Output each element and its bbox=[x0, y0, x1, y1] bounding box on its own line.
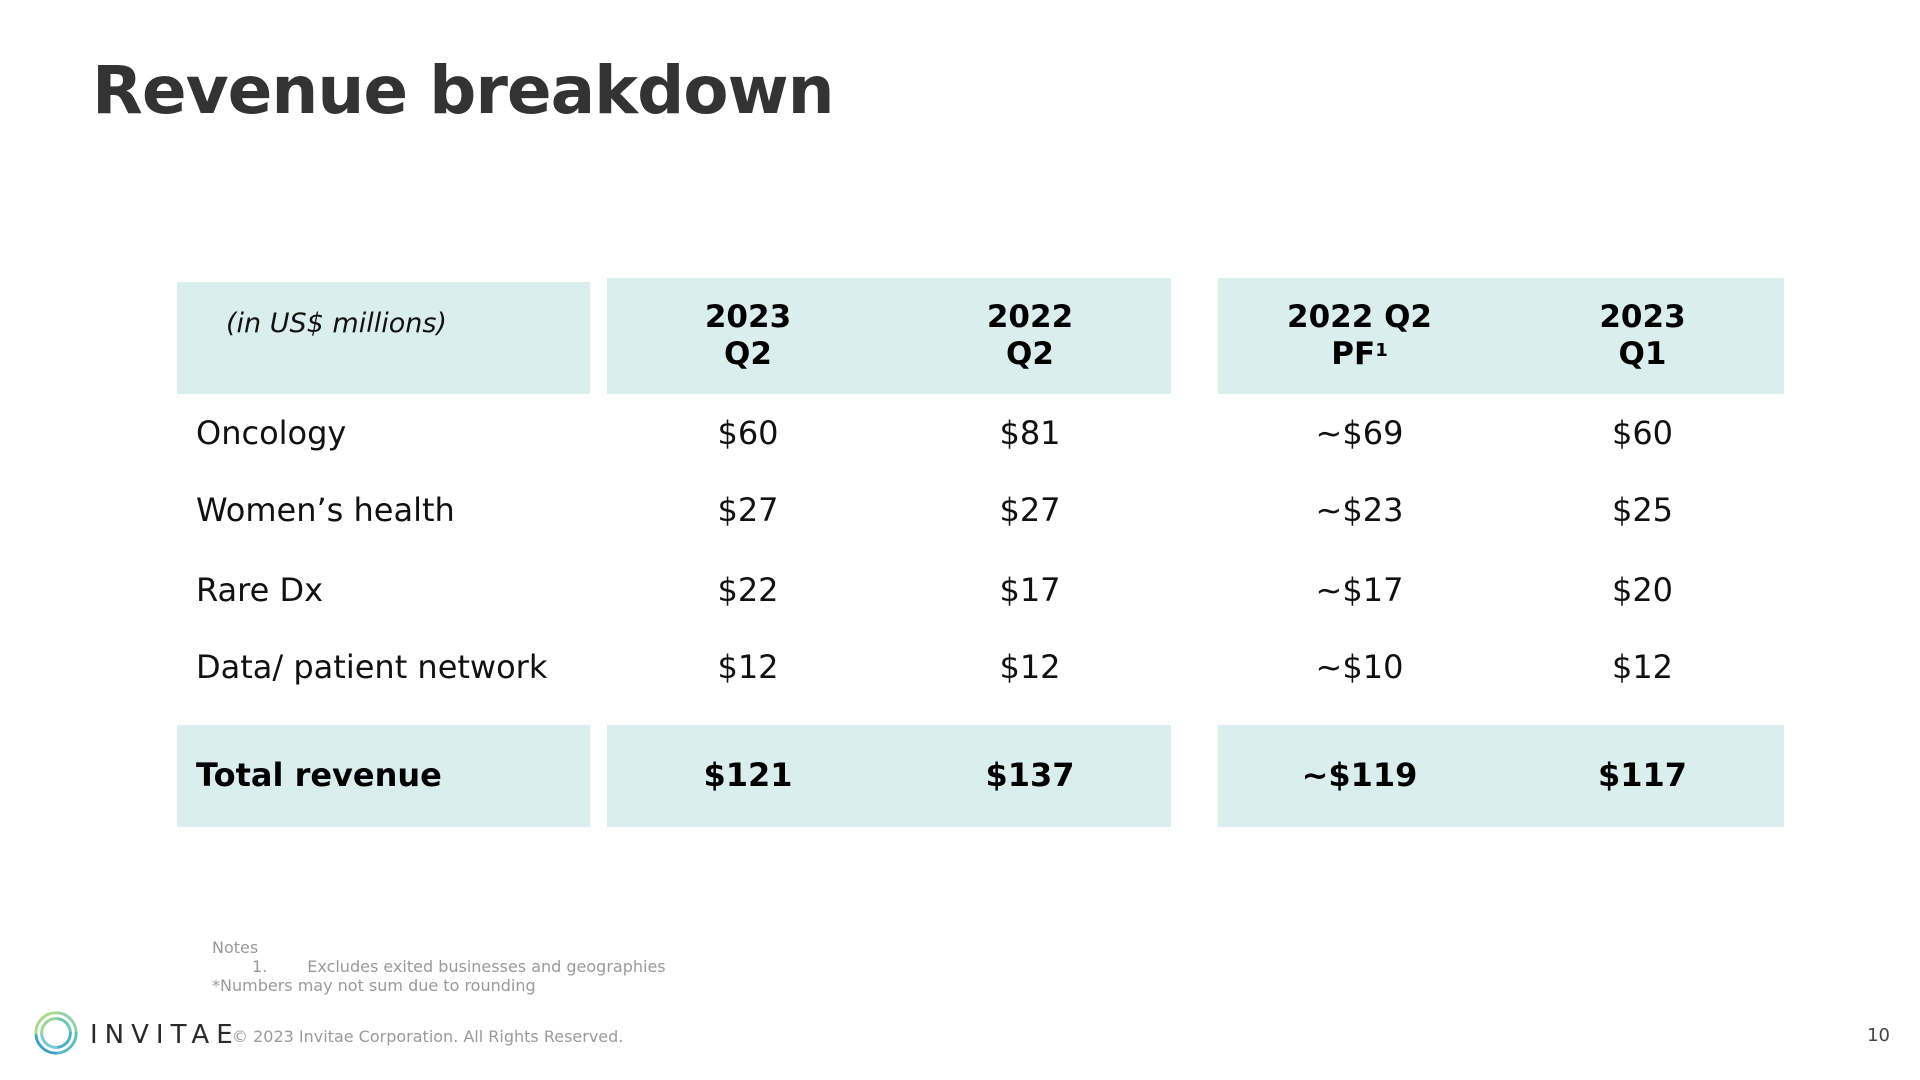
table-cell: $27 bbox=[717, 491, 779, 529]
header-band-current bbox=[607, 278, 1171, 394]
invitae-swirl-logo-icon bbox=[34, 1011, 78, 1055]
column-header-line2: Q2 bbox=[724, 336, 772, 372]
table-cell: $81 bbox=[999, 414, 1061, 452]
row-label: Data/ patient network bbox=[196, 648, 548, 686]
total-cell: $137 bbox=[985, 756, 1075, 794]
column-header-2022-q2-pf: 2022 Q2 PF1 bbox=[1218, 278, 1501, 394]
table-cell: $60 bbox=[1611, 414, 1674, 452]
column-header-line1: 2022 bbox=[986, 299, 1074, 335]
column-header-2022-q2: 2022 Q2 bbox=[889, 278, 1171, 394]
column-header-2023-q2: 2023 Q2 bbox=[607, 278, 889, 394]
page-number: 10 bbox=[1867, 1025, 1890, 1046]
notes-heading: Notes bbox=[212, 938, 259, 957]
table-cell: $17 bbox=[999, 571, 1061, 609]
table-cell: $60 bbox=[717, 414, 779, 452]
page-title: Revenue breakdown bbox=[92, 52, 835, 129]
column-header-2023-q1: 2023 Q1 bbox=[1501, 278, 1784, 394]
column-header-line1: 2023 bbox=[1599, 299, 1686, 335]
copyright-text: © 2023 Invitae Corporation. All Rights R… bbox=[232, 1027, 624, 1046]
column-header-line1: 2022 Q2 bbox=[1287, 299, 1432, 335]
total-label: Total revenue bbox=[196, 756, 442, 794]
total-cell: $121 bbox=[703, 756, 793, 794]
table-cell: $20 bbox=[1611, 571, 1674, 609]
column-header-line2: PF1 bbox=[1331, 336, 1387, 373]
column-header-line2: Q1 bbox=[1618, 336, 1667, 372]
table-cell: $12 bbox=[999, 648, 1061, 686]
total-cell: ~$119 bbox=[1301, 756, 1418, 794]
row-label: Women’s health bbox=[196, 491, 455, 529]
notes-block: Notes 1. Excludes exited businesses and g… bbox=[212, 938, 666, 995]
footnote-marker: 1 bbox=[1375, 340, 1388, 361]
table-cell: $22 bbox=[717, 571, 779, 609]
total-band-current bbox=[607, 725, 1171, 827]
total-cell: $117 bbox=[1597, 756, 1688, 794]
total-band-pf bbox=[1218, 725, 1784, 827]
rounding-footnote: *Numbers may not sum due to rounding bbox=[212, 976, 536, 995]
table-cell: ~$10 bbox=[1315, 648, 1404, 686]
row-label: Oncology bbox=[196, 414, 347, 452]
unit-label: (in US$ millions) bbox=[226, 307, 447, 339]
table-cell: ~$23 bbox=[1315, 491, 1404, 529]
column-header-pf-text: PF bbox=[1331, 336, 1376, 372]
note-text: Excludes exited businesses and geographi… bbox=[307, 957, 666, 976]
column-header-line1: 2023 bbox=[704, 299, 792, 335]
table-cell: ~$69 bbox=[1315, 414, 1404, 452]
row-label: Rare Dx bbox=[196, 571, 324, 609]
column-header-line2: Q2 bbox=[1006, 336, 1054, 372]
table-cell: $12 bbox=[717, 648, 779, 686]
table-cell: $27 bbox=[999, 491, 1061, 529]
header-band-label bbox=[177, 282, 590, 394]
header-band-pf bbox=[1218, 278, 1784, 394]
table-cell: ~$17 bbox=[1315, 571, 1404, 609]
note-item: 1. Excludes exited businesses and geograp… bbox=[212, 957, 666, 976]
brand-wordmark: INVITAE bbox=[90, 1020, 240, 1050]
table-cell: $25 bbox=[1611, 491, 1674, 529]
table-cell: $12 bbox=[1611, 648, 1674, 686]
note-number: 1. bbox=[252, 957, 268, 976]
total-band-label bbox=[177, 725, 590, 827]
